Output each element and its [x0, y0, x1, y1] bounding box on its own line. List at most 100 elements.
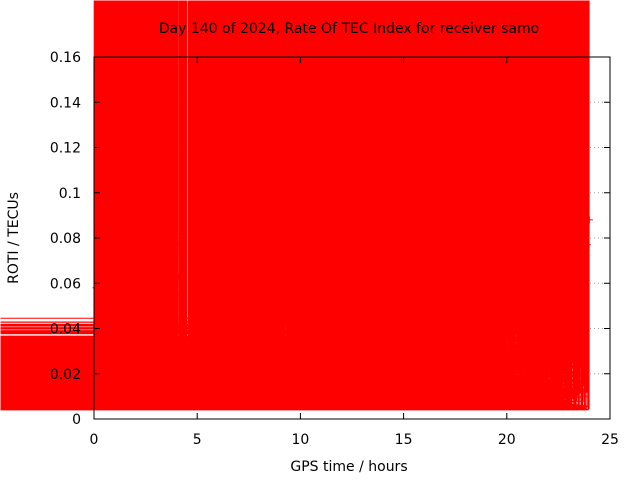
- data-point: [135, 313, 143, 321]
- data-point: [523, 313, 531, 321]
- data-point: [380, 166, 388, 174]
- y-tick-label: 0.12: [50, 141, 81, 157]
- data-point: [540, 302, 548, 310]
- data-point: [536, 325, 544, 332]
- data-point: [274, 306, 282, 314]
- data-point: [247, 336, 255, 344]
- data-point: [164, 254, 172, 262]
- data-point: [234, 325, 242, 332]
- data-point: [218, 336, 226, 344]
- data-point: [146, 325, 154, 332]
- data-point: [125, 336, 133, 344]
- data-point: [224, 347, 232, 355]
- data-point: [528, 325, 536, 332]
- y-tick-labels: 0 0.02 0.04 0.06 0.08 0.1 0.12 0.14 0.16: [50, 50, 81, 428]
- data-point: [369, 279, 377, 287]
- data-point: [268, 268, 276, 276]
- data-point: [464, 313, 472, 321]
- data-point: [174, 241, 182, 249]
- data-point: [577, 279, 585, 287]
- scatter-cloud-marks: [0, 0, 590, 411]
- x-tick-label: 0: [90, 432, 99, 448]
- data-point: [319, 302, 327, 310]
- data-point: [336, 325, 344, 332]
- data-point: [131, 241, 139, 249]
- axis-ticks: [93, 56, 611, 420]
- data-point: [117, 306, 125, 314]
- data-point: [199, 347, 207, 355]
- data-point: [486, 286, 494, 294]
- data-point: [152, 336, 160, 344]
- data-point: [331, 347, 339, 355]
- x-tick-label: 5: [193, 432, 202, 448]
- chart-title: Day 140 of 2024, Rate Of TEC Index for r…: [159, 21, 539, 37]
- y-tick-label: 0.08: [50, 231, 81, 247]
- data-point: [177, 291, 185, 299]
- data-point: [433, 347, 441, 355]
- data-point: [556, 291, 564, 299]
- data-point: [95, 381, 103, 389]
- data-point: [141, 266, 149, 274]
- data-point: [404, 358, 412, 366]
- data-point: [303, 291, 311, 299]
- data-point: [352, 313, 360, 321]
- data-point: [327, 336, 335, 344]
- data-point: [377, 268, 385, 276]
- data-point: [257, 302, 265, 310]
- data-point: [373, 291, 381, 299]
- background-scatter-cloud: [0, 0, 590, 411]
- data-point: [109, 370, 117, 378]
- y-tick-label: 0.02: [50, 367, 81, 383]
- data-point: [142, 279, 150, 287]
- data-point: [93, 347, 101, 355]
- data-point: [581, 257, 589, 265]
- data-point: [573, 268, 581, 276]
- data-point: [381, 211, 389, 219]
- data-point: [230, 313, 238, 321]
- data-point: [183, 347, 191, 355]
- data-point: [395, 325, 403, 332]
- data-point: [323, 313, 331, 321]
- data-point: [445, 325, 453, 332]
- data-point: [365, 313, 373, 321]
- data-point: [173, 229, 181, 237]
- data-point: [98, 365, 106, 373]
- data-point: [100, 374, 108, 382]
- data-point: [133, 275, 141, 283]
- x-tick-labels: 0 5 10 15 20 25: [90, 432, 619, 448]
- data-point: [400, 336, 408, 344]
- y-axis-label: ROTI / TECUs: [6, 192, 22, 284]
- data-point: [360, 325, 368, 332]
- data-point: [385, 121, 393, 129]
- data-point: [544, 313, 552, 321]
- data-point: [379, 234, 387, 242]
- data-point: [193, 325, 201, 332]
- data-point: [241, 347, 249, 355]
- data-point: [168, 336, 176, 344]
- data-point: [270, 291, 278, 299]
- data-point: [532, 336, 540, 344]
- data-point: [495, 302, 503, 310]
- data-point: [511, 291, 519, 299]
- data-point: [212, 358, 220, 366]
- data-point: [311, 336, 319, 344]
- data-point: [386, 144, 394, 151]
- y-tick-label: 0: [72, 412, 81, 428]
- y-tick-label: 0.04: [50, 322, 81, 338]
- data-point: [391, 279, 399, 287]
- data-point: [307, 325, 315, 332]
- data-point: [457, 347, 465, 355]
- data-point: [345, 248, 353, 256]
- data-point: [451, 336, 459, 344]
- data-point: [583, 241, 591, 249]
- x-axis-label: GPS time / hours: [290, 459, 407, 475]
- y-tick-label: 0.1: [59, 186, 81, 202]
- data-point: [519, 302, 527, 310]
- data-point: [104, 358, 112, 366]
- data-point: [507, 302, 515, 310]
- data-point: [515, 325, 523, 332]
- data-point: [113, 347, 121, 355]
- data-point: [263, 245, 271, 253]
- data-point: [389, 234, 397, 242]
